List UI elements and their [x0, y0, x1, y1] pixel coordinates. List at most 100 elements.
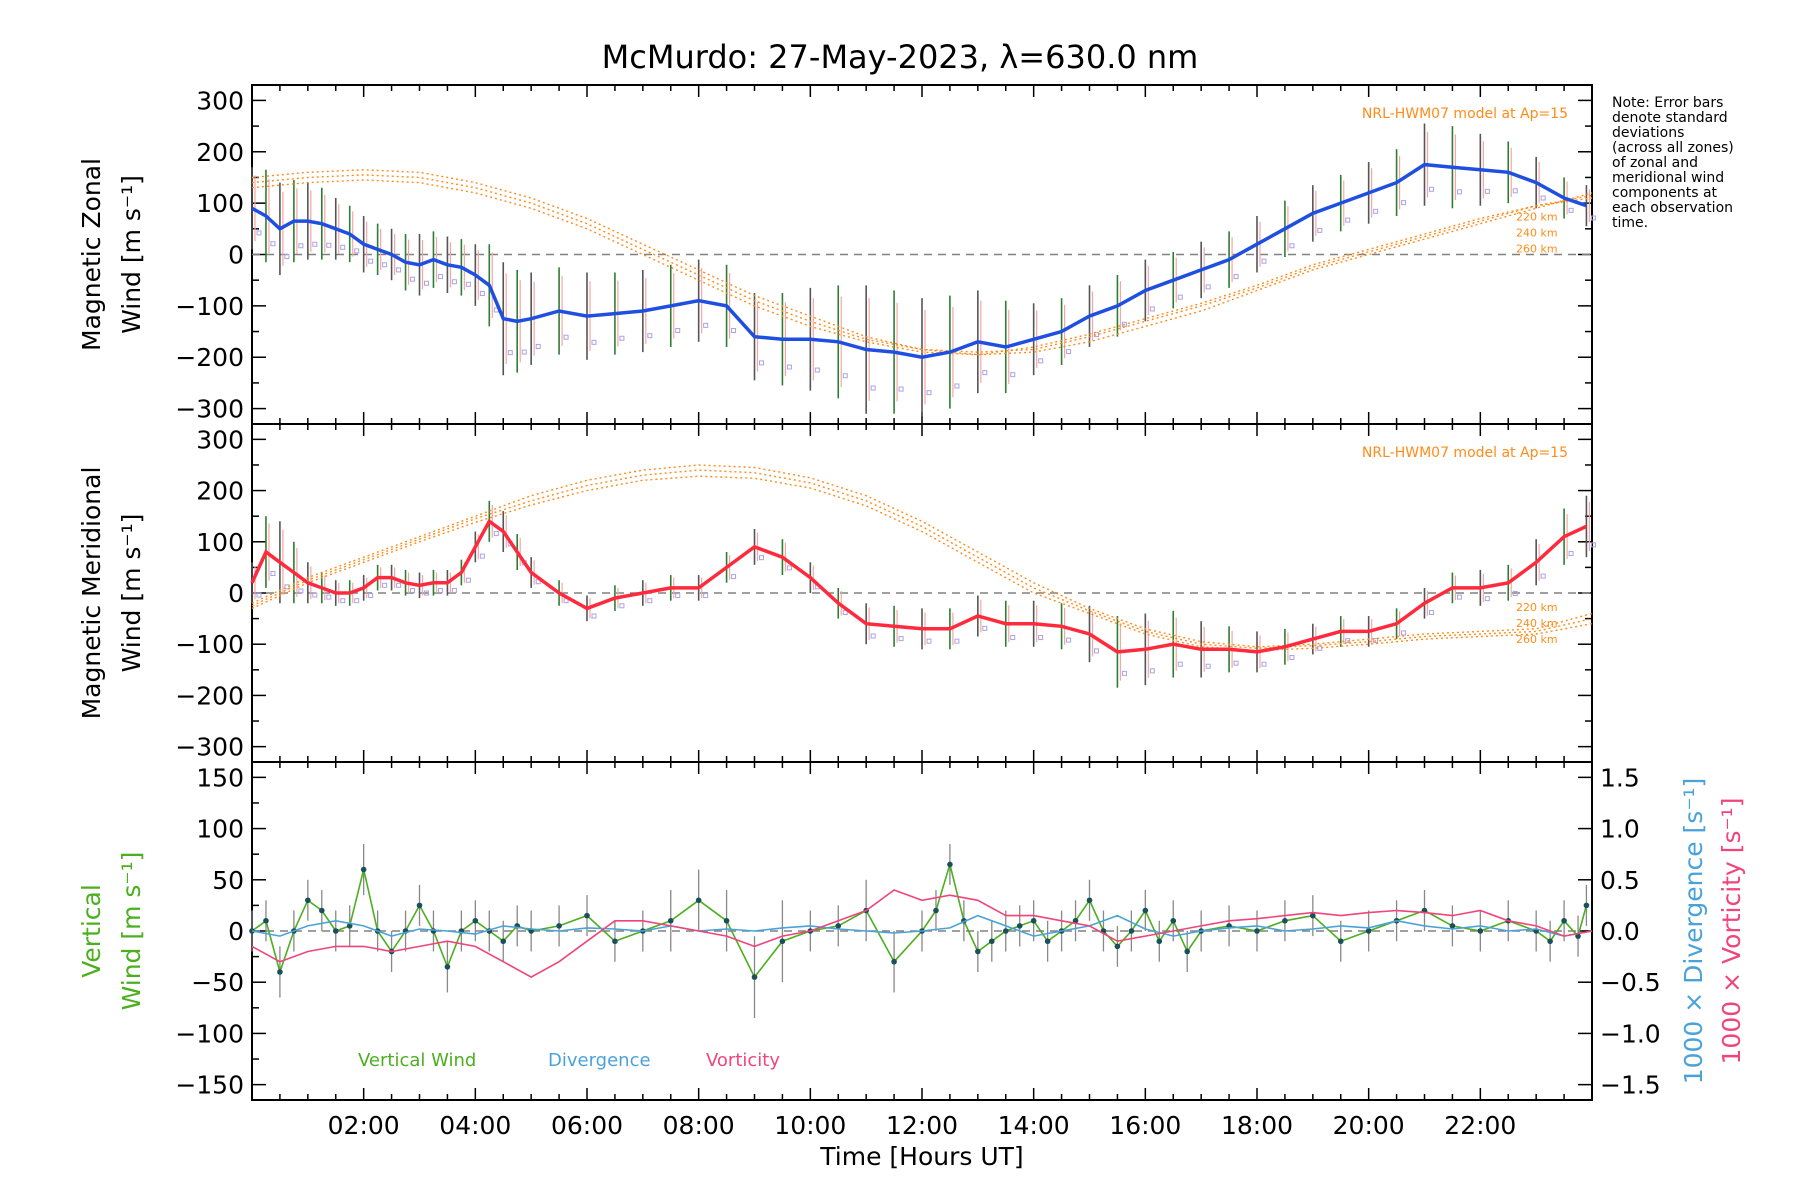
vertical-wind-point [612, 938, 618, 945]
vertical-wind-point [1030, 917, 1037, 924]
zone-marker [870, 633, 876, 639]
zone-marker [493, 531, 499, 537]
zone-marker [521, 349, 527, 355]
zone-marker [1233, 660, 1239, 666]
zone-marker [1010, 372, 1016, 378]
vertical-wind-point [947, 861, 953, 868]
y-tick-label: −100 [175, 630, 244, 659]
zone-marker [368, 258, 374, 264]
note-line: each observation [1612, 200, 1733, 216]
vertical-wind-point [1184, 948, 1191, 955]
y-tick-label: −300 [175, 395, 244, 424]
zone-marker [1094, 648, 1099, 654]
vertical-wind-point [723, 917, 730, 924]
zone-marker [619, 603, 625, 609]
divergence-line [251, 914, 1593, 937]
zone-marker [1401, 200, 1407, 206]
y-tick-label: 0 [228, 579, 244, 608]
zone-marker [1317, 645, 1323, 651]
zone-marker [1261, 661, 1267, 667]
y-axis-label-line1: Vertical [77, 884, 106, 978]
zone-marker [396, 582, 402, 588]
zone-marker [842, 373, 848, 379]
x-tick-label: 02:00 [328, 1111, 400, 1140]
zone-marker [759, 555, 764, 561]
zone-marker [1038, 358, 1044, 364]
model-curve-240km [251, 469, 1593, 650]
zone-marker [1429, 186, 1434, 192]
zone-marker [1590, 542, 1596, 548]
x-tick-label: 06:00 [551, 1111, 623, 1140]
zone-marker [731, 328, 737, 334]
vertical-wind-point [1449, 923, 1456, 929]
x-tick-label: 08:00 [663, 1111, 735, 1140]
y-axis-label-line1: Magnetic Zonal [77, 158, 106, 351]
zone-marker [256, 230, 262, 236]
zone-marker [814, 367, 820, 373]
zone-marker [382, 582, 388, 588]
y2-tick-label: 0.5 [1600, 866, 1640, 895]
vertical-wind-point [277, 969, 283, 975]
vertical-wind-point [556, 923, 562, 929]
zone-marker [298, 588, 304, 594]
x-tick-label: 12:00 [886, 1111, 958, 1140]
zone-marker [786, 364, 792, 370]
zone-marker [465, 577, 471, 583]
y-tick-label: 100 [196, 815, 244, 844]
zone-marker [312, 241, 318, 247]
zone-marker [354, 598, 360, 604]
vorticity-axis-label: 1000 × Vorticity [s⁻¹] [1717, 798, 1746, 1065]
zone-marker [759, 360, 764, 366]
zone-marker [1540, 573, 1546, 579]
vertical-wind-point [1016, 923, 1023, 929]
zone-marker [1261, 258, 1267, 264]
vertical-wind-point [1044, 938, 1051, 945]
zone-marker [898, 636, 904, 642]
zone-marker [926, 638, 932, 644]
y2-tick-label: 0.0 [1600, 917, 1640, 946]
zone-marker [437, 587, 443, 593]
y-tick-label: 50 [212, 866, 244, 895]
x-axis-label: Time [Hours UT] [819, 1142, 1023, 1171]
zone-marker [368, 593, 374, 599]
vorticity-line [251, 889, 1593, 979]
altitude-label: 260 km [1516, 633, 1558, 646]
y2-tick-label: 1.5 [1600, 763, 1640, 792]
meridional-wind-line [250, 518, 1588, 654]
vertical-wind-point [1561, 917, 1567, 924]
y-tick-label: 100 [196, 189, 244, 218]
note-line: meridional wind [1612, 170, 1724, 186]
vertical-wind-point [835, 923, 842, 929]
zone-marker [1373, 208, 1379, 214]
x-tick-label: 10:00 [774, 1111, 846, 1140]
zone-marker [270, 241, 276, 247]
y-axis-label-line1: Magnetic Meridional [77, 467, 106, 720]
vertical-wind-point [360, 866, 367, 873]
vertical-wind-point [975, 948, 981, 955]
zone-marker [396, 267, 402, 273]
model-label: NRL-HWM07 model at Ap=15 [1362, 106, 1568, 122]
zone-marker [1512, 188, 1518, 194]
zone-marker [1205, 284, 1211, 290]
zone-marker [982, 370, 988, 376]
vertical-wind-point [332, 928, 339, 934]
altitude-label: 220 km [1516, 211, 1558, 224]
vertical-wind-point [891, 958, 897, 965]
vertical-wind-point [500, 938, 507, 945]
meridional-wind-panel: −300 −200 −100 0 100 200 300 Magnetic Meridiona… [77, 423, 1596, 763]
zone-marker [647, 598, 653, 604]
y-tick-label: 0 [228, 241, 244, 270]
vertical-wind-point [346, 923, 353, 929]
zone-marker [410, 276, 416, 282]
note-line: of zonal and [1612, 155, 1698, 171]
zone-marker [270, 571, 276, 577]
note-line: (across all zones) [1612, 140, 1734, 156]
zone-marker [1568, 551, 1574, 557]
vertical-wind-point [1575, 933, 1581, 939]
x-tick-label: 16:00 [1109, 1111, 1181, 1140]
vertical-wind-point [1072, 917, 1079, 924]
x-tick-label: 14:00 [998, 1111, 1070, 1140]
zone-marker [619, 335, 625, 341]
y-tick-label: −300 [175, 733, 244, 762]
